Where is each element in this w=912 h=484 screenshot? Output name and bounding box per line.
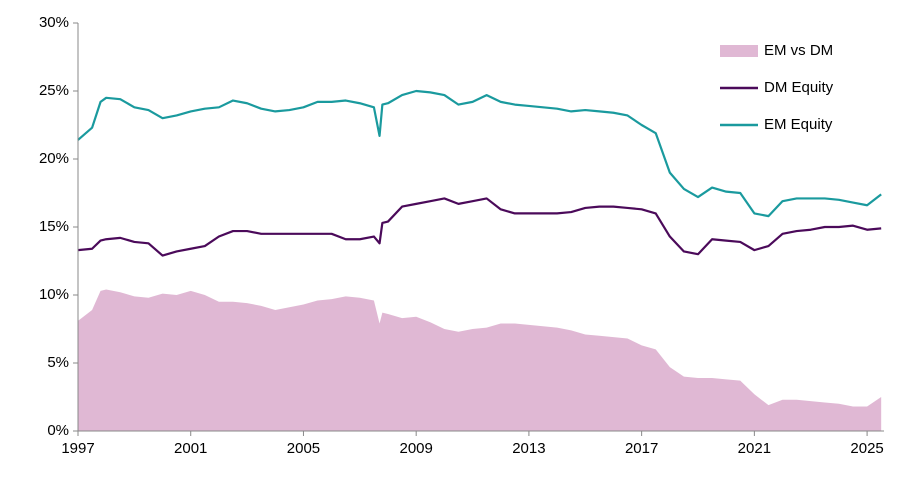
x-tick-label: 2021 — [738, 440, 771, 457]
line — [77, 89, 882, 218]
legend-label: DM Equity — [764, 79, 834, 96]
x-tick-label: 2017 — [625, 440, 658, 457]
x-tick-label: 2001 — [174, 440, 207, 457]
y-tick-label: 25% — [39, 82, 69, 99]
x-tick-label: 1997 — [61, 440, 94, 457]
x-tick-label: 2013 — [512, 440, 545, 457]
x-tick-label: 2005 — [287, 440, 320, 457]
legend-label: EM vs DM — [764, 42, 833, 59]
y-tick-label: 20% — [39, 150, 69, 167]
y-tick-label: 0% — [47, 422, 69, 439]
y-tick-label: 30% — [39, 14, 69, 31]
x-tick-label: 2009 — [399, 440, 432, 457]
x-tick-label: 2025 — [850, 440, 883, 457]
y-tick-label: 5% — [47, 354, 69, 371]
legend-swatch — [720, 45, 758, 57]
y-tick-label: 10% — [39, 286, 69, 303]
y-tick-label: 15% — [39, 218, 69, 235]
line — [77, 197, 882, 257]
legend-label: EM Equity — [764, 116, 833, 133]
area — [78, 289, 882, 431]
